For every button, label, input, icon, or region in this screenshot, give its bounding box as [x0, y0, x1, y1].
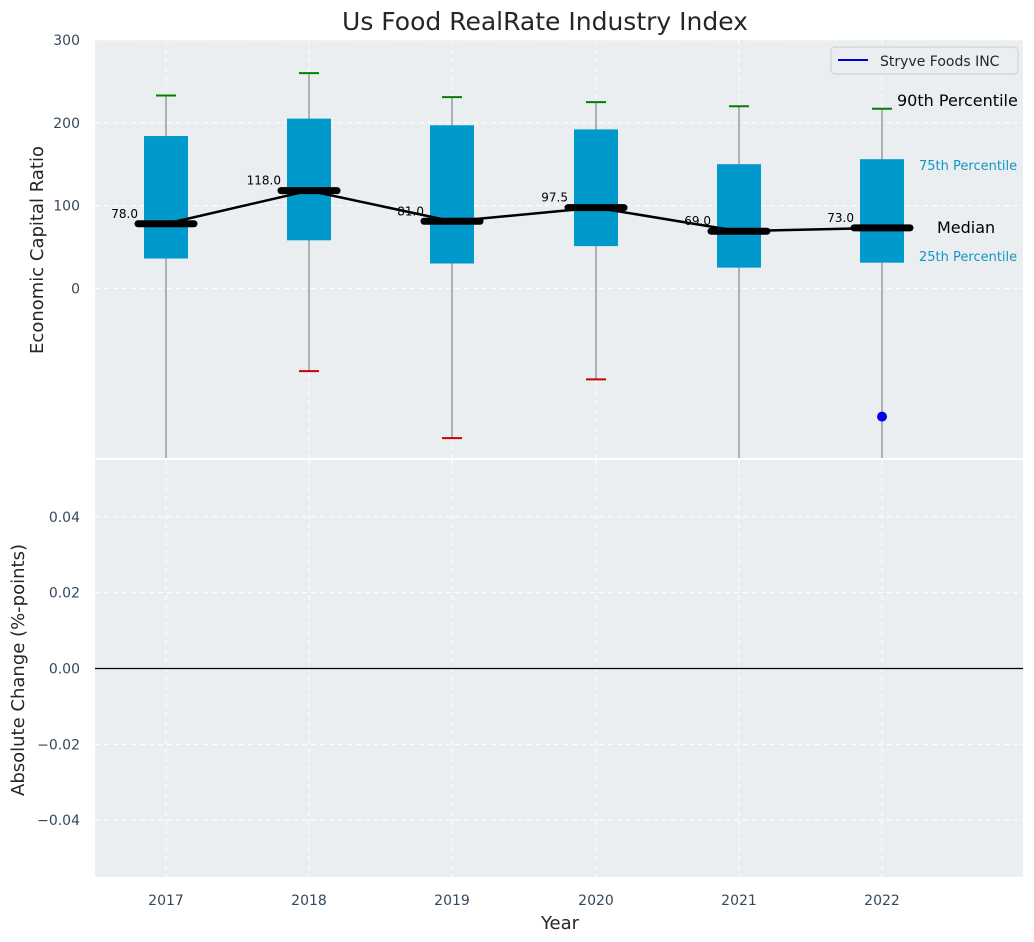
- chart-title: Us Food RealRate Industry Index: [342, 7, 748, 36]
- bottom-ytick-label: −0.02: [37, 737, 80, 753]
- top-ytick-label: 300: [53, 33, 80, 49]
- legend-box: [830, 46, 1019, 75]
- median-value-label: 78.0: [111, 207, 138, 221]
- median-value-label: 73.0: [827, 211, 854, 225]
- box-iqr-2021: [717, 164, 761, 268]
- bottom-y-axis-label: Absolute Change (%-points): [8, 544, 29, 796]
- legend-entry-label: Stryve Foods INC: [880, 54, 1000, 70]
- box-iqr-2022: [860, 159, 904, 263]
- bottom-ytick-label: −0.04: [37, 813, 80, 829]
- median-value-label: 97.5: [541, 191, 568, 205]
- xtick-label: 2017: [148, 893, 184, 909]
- annotation-90th-percentile: 90th Percentile: [897, 91, 1018, 110]
- annotation-median: Median: [937, 218, 995, 237]
- annotation-75th-percentile: 75th Percentile: [919, 159, 1017, 174]
- top-y-axis-label: Economic Capital Ratio: [27, 146, 48, 354]
- median-value-label: 69.0: [684, 214, 711, 228]
- annotation-25th-percentile: 25th Percentile: [919, 250, 1017, 265]
- box-iqr-2018: [287, 118, 331, 241]
- xtick-label: 2022: [864, 893, 900, 909]
- median-value-label: 81.0: [397, 204, 424, 218]
- box-iqr-2020: [574, 129, 618, 247]
- xtick-label: 2019: [434, 893, 470, 909]
- median-value-label: 118.0: [247, 174, 281, 188]
- top-ytick-label: 200: [53, 116, 80, 132]
- top-ytick-label: 0: [71, 281, 80, 297]
- xtick-label: 2018: [291, 893, 327, 909]
- xtick-label: 2021: [721, 893, 757, 909]
- bottom-ytick-label: 0.04: [49, 510, 80, 526]
- company-point-2022: [877, 411, 887, 422]
- bottom-ytick-label: 0.02: [49, 586, 80, 602]
- xtick-label: 2020: [578, 893, 614, 909]
- box-iqr-2017: [144, 136, 188, 259]
- x-axis-label: Year: [540, 913, 580, 934]
- top-ytick-label: 100: [53, 199, 80, 215]
- box-iqr-2019: [430, 125, 474, 264]
- bottom-ytick-label: 0.00: [49, 662, 80, 678]
